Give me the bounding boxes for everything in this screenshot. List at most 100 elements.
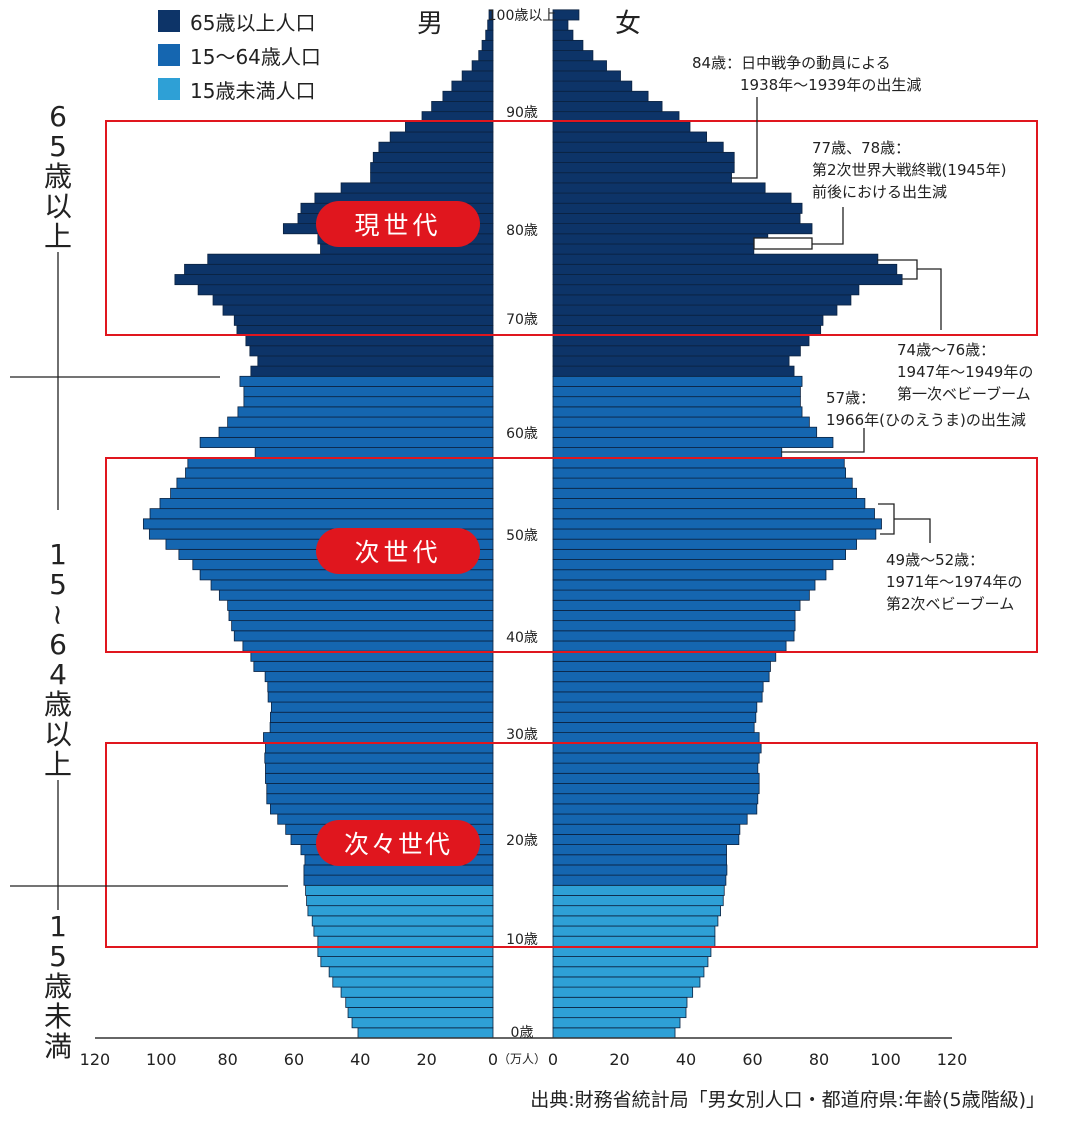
bar-male-age-15 [303,874,494,886]
bar-female-age-72 [552,294,852,306]
age-label-0: 100歳以上 [488,8,557,24]
annotation-49-52: 49歳〜52歳： 1971年〜1974年の 第2次ベビーブーム [886,551,1022,613]
tick-label-female-0: 0 [548,1050,558,1069]
svg-text:第2次ベビーブーム: 第2次ベビーブーム [886,595,1014,613]
bar-male-age-88 [389,131,494,143]
svg-text:1966年(ひのえうま)の出生減: 1966年(ひのえうま)の出生減 [826,411,1026,429]
bar-male-age-12 [307,905,494,917]
highlight-box-current-generation [105,120,1038,336]
bar-female-age-17 [552,854,727,866]
bar-male-age-16 [303,864,494,876]
tick-label-male-60: 60 [284,1050,304,1069]
bar-female-age-34 [552,681,764,693]
bar-male-age-28 [265,742,494,754]
bar-female-age-97 [552,39,584,51]
svg-text:第2次世界大戦終戦(1945年): 第2次世界大戦終戦(1945年) [812,161,1006,179]
bar-male-age-63 [243,386,494,398]
bar-male-age-6 [328,966,494,978]
bar-male-age-92 [442,90,494,102]
bar-female-age-11 [552,915,719,927]
badge-current-generation: 現世代 [316,201,480,247]
bar-male-age-24 [266,783,494,795]
bar-male-age-64 [239,375,494,387]
bar-female-age-80 [552,213,801,224]
legend-label-under15: 15歳未満人口 [190,79,315,103]
bar-female-age-44 [552,579,816,591]
bar-female-age-58 [552,436,834,448]
svg-text:77歳、78歳：: 77歳、78歳： [812,139,910,157]
age-group-label-15-64: 1 5 ~6 4 歳以上 [36,540,80,780]
bar-female-age-55 [552,467,847,479]
bar-female-age-63 [552,386,801,398]
bar-female-age-42 [552,599,801,611]
age-label-1: 90歳 [506,105,538,121]
bar-female-age-18 [552,844,727,856]
svg-text:1947年〜1949年の: 1947年〜1949年の [897,363,1033,381]
bar-female-age-30 [552,722,755,733]
annotation-connectors [731,97,942,543]
source-note: 出典:財務省統計局「男女別人口・都道府県:年齢(5歳階級)」 [530,1089,1045,1111]
legend-label-65plus: 65歳以上人口 [190,11,315,35]
bar-female-age-28 [552,742,762,754]
bar-male-age-44 [210,579,494,591]
bar-male-age-71 [222,304,494,316]
bar-female-age-67 [552,345,801,357]
svg-text:84歳：日中戦争の動員による: 84歳：日中戦争の動員による [692,54,891,72]
age-label-8: 20歳 [506,833,538,849]
bar-male-age-23 [266,793,494,805]
bar-female-age-57 [552,447,783,459]
age-label-4: 60歳 [506,426,538,442]
bar-male-age-13 [306,895,494,907]
annotation-74-76: 74歳〜76歳： 1947年〜1949年の 第一次ベビーブーム [897,341,1033,403]
age-label-2: 80歳 [506,223,538,239]
bar-male-age-98 [485,29,494,41]
bar-male-age-87 [378,141,494,153]
bar-male-age-51 [149,508,494,520]
bar-male-age-91 [431,101,494,113]
bar-female-age-61 [552,406,803,418]
tick-label-female-100: 100 [870,1050,901,1069]
bar-male-age-89 [405,121,494,133]
bar-female-age-10 [552,925,716,937]
bar-male-age-84 [370,172,494,184]
bar-female-age-87 [552,141,724,153]
highlight-box-next-generation [105,457,1038,653]
bar-female-age-53 [552,487,857,499]
svg-text:74歳〜76歳：: 74歳〜76歳： [897,341,995,359]
bar-male-age-0 [357,1027,494,1039]
tick-label-male-80: 80 [217,1050,237,1069]
bar-male-age-76 [207,253,494,265]
bar-female-age-81 [552,202,803,214]
svg-text:1971年〜1974年の: 1971年〜1974年の [886,573,1022,591]
bar-male-age-31 [270,711,494,723]
bar-female-age-21 [552,813,748,825]
svg-text:次世代: 次世代 [354,538,441,567]
bar-male-age-53 [170,487,494,499]
bar-male-age-75 [184,263,494,275]
svg-text:49歳〜52歳：: 49歳〜52歳： [886,551,984,569]
bar-male-age-4 [340,986,494,998]
bars-group [142,9,903,1039]
bar-female-age-31 [552,711,757,723]
bar-female-age-88 [552,131,708,143]
bar-female-age-74 [552,274,903,286]
age-label-7: 30歳 [506,727,538,743]
female-label: 女 [615,9,641,39]
legend-label-15-64: 15〜64歳人口 [190,45,321,69]
bar-female-age-78 [552,233,769,245]
bar-female-age-60 [552,416,810,428]
bar-female-age-62 [552,396,801,408]
legend-swatch-15-64 [158,44,180,66]
bar-male-age-52 [159,498,494,510]
bar-female-age-29 [552,732,760,744]
bar-female-age-89 [552,121,691,133]
tick-label-male-0: 0 [488,1050,498,1069]
bar-female-age-16 [552,864,728,876]
bar-female-age-56 [552,457,845,469]
bar-female-age-94 [552,70,621,82]
bar-female-age-76 [552,253,879,265]
bar-female-age-85 [552,162,735,174]
bar-female-age-47 [552,548,847,560]
bar-male-age-74 [174,274,494,286]
bar-female-age-100 [552,9,580,21]
